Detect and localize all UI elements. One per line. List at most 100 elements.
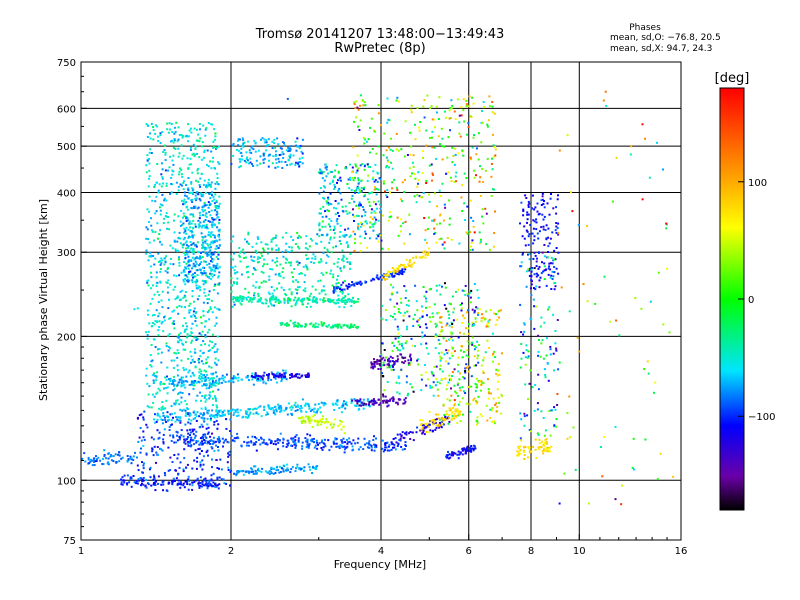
data-point xyxy=(338,215,341,217)
data-point xyxy=(519,303,522,306)
data-point xyxy=(386,270,389,273)
data-point xyxy=(183,274,186,277)
data-point xyxy=(212,258,215,261)
data-point xyxy=(171,173,174,176)
data-point xyxy=(438,382,441,385)
data-point xyxy=(307,297,310,300)
data-point xyxy=(350,442,353,445)
data-point xyxy=(364,280,367,283)
data-point xyxy=(545,224,548,227)
data-point xyxy=(274,273,277,276)
data-point xyxy=(268,293,271,296)
data-point xyxy=(423,250,426,253)
data-point xyxy=(210,253,213,256)
data-point xyxy=(384,274,387,277)
data-point xyxy=(491,133,494,136)
data-point xyxy=(448,374,451,377)
data-point xyxy=(453,110,456,113)
data-point xyxy=(249,157,252,160)
data-point xyxy=(259,300,262,303)
data-point xyxy=(306,441,309,444)
data-point xyxy=(139,477,142,479)
data-point xyxy=(599,446,602,448)
data-point xyxy=(190,419,193,422)
data-point xyxy=(145,226,148,229)
data-point xyxy=(441,158,444,161)
data-point xyxy=(224,438,227,441)
data-point xyxy=(377,112,380,115)
data-point xyxy=(352,230,355,233)
data-point xyxy=(148,221,150,223)
data-point xyxy=(255,242,258,245)
data-point xyxy=(345,299,348,302)
data-point xyxy=(211,415,214,418)
data-point xyxy=(248,151,251,154)
data-point xyxy=(207,426,210,429)
data-point xyxy=(252,260,255,263)
data-point xyxy=(386,405,389,408)
data-point xyxy=(425,300,428,303)
data-point xyxy=(377,278,380,281)
data-point xyxy=(168,418,171,421)
data-point xyxy=(206,487,209,490)
data-point xyxy=(211,466,213,469)
data-point xyxy=(187,255,190,258)
data-point xyxy=(313,437,315,440)
data-point xyxy=(195,179,198,182)
data-point xyxy=(260,252,263,255)
data-point xyxy=(582,283,585,286)
data-point xyxy=(214,193,217,196)
data-point xyxy=(176,399,179,402)
data-point xyxy=(294,243,297,245)
data-point xyxy=(255,472,258,475)
data-point xyxy=(234,410,237,413)
data-point xyxy=(192,276,194,279)
data-point xyxy=(308,299,311,302)
data-point xyxy=(246,374,249,377)
data-point xyxy=(328,241,331,244)
data-point xyxy=(439,213,442,216)
data-point xyxy=(223,376,226,379)
data-point xyxy=(126,482,128,485)
data-point xyxy=(403,448,406,451)
data-point xyxy=(280,160,283,163)
data-point xyxy=(491,111,494,114)
data-point xyxy=(203,151,206,154)
data-point xyxy=(404,400,407,403)
data-point xyxy=(520,418,523,421)
data-point xyxy=(384,309,387,311)
data-point xyxy=(665,222,668,225)
data-point xyxy=(466,205,469,208)
data-point xyxy=(235,437,238,440)
data-point xyxy=(436,388,439,391)
data-point xyxy=(533,305,536,308)
data-point xyxy=(428,247,431,250)
data-point xyxy=(214,396,217,399)
data-point xyxy=(462,376,465,378)
data-point xyxy=(170,405,173,408)
data-point xyxy=(415,256,418,259)
data-point xyxy=(208,204,211,206)
data-point xyxy=(240,297,243,300)
data-point xyxy=(227,441,230,444)
data-point xyxy=(346,442,349,445)
data-point xyxy=(178,333,180,336)
data-point xyxy=(415,201,418,204)
data-point xyxy=(264,141,267,144)
data-point xyxy=(199,484,202,487)
data-point xyxy=(545,238,548,241)
data-point xyxy=(195,263,198,266)
data-point xyxy=(142,467,145,470)
data-point xyxy=(276,381,279,384)
data-point xyxy=(659,452,662,455)
data-point xyxy=(161,259,164,262)
data-point xyxy=(234,376,237,379)
data-point xyxy=(192,310,195,313)
data-point xyxy=(551,270,554,273)
data-point xyxy=(409,131,412,134)
data-point xyxy=(237,138,240,141)
data-point xyxy=(140,447,142,450)
data-point xyxy=(424,256,427,259)
data-point xyxy=(656,141,658,144)
data-point xyxy=(178,338,181,341)
